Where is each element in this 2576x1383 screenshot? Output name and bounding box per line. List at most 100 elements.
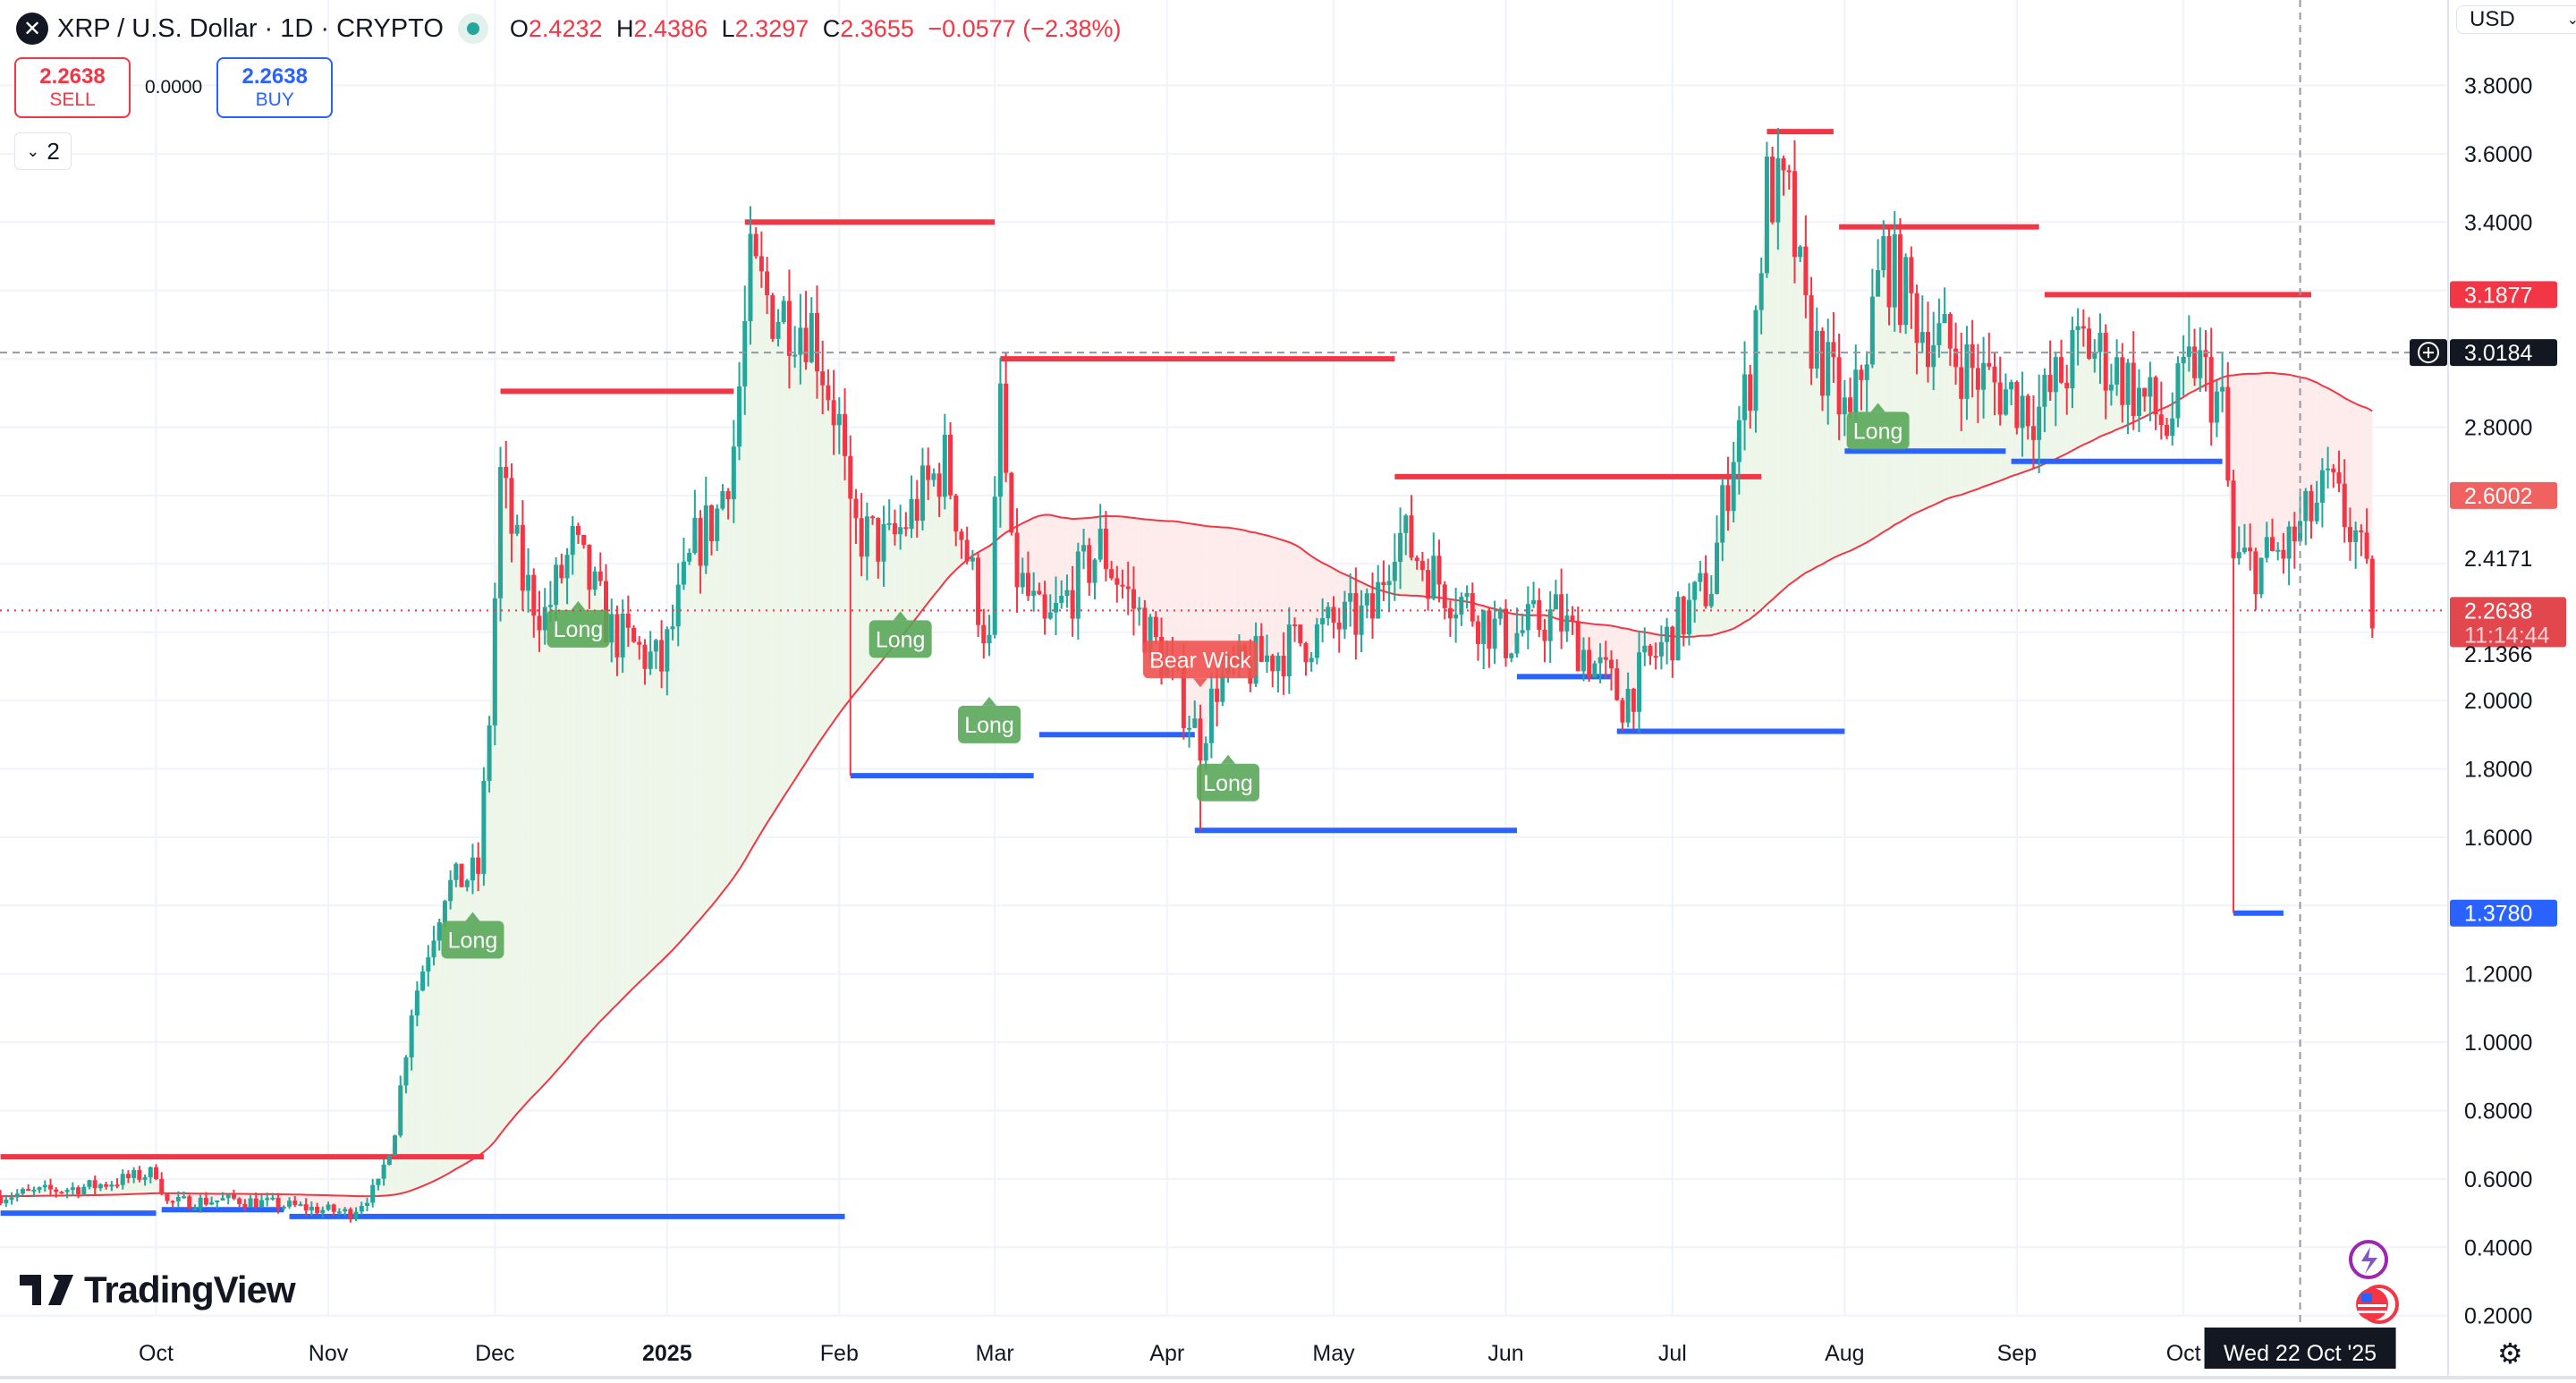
long-signal[interactable]: Long: [958, 696, 1021, 743]
time-axis[interactable]: Oct Nov Dec 2025 Feb Mar Apr May Jun Jul Aug Sep Oct…: [0, 1328, 2576, 1379]
candle-body: [2158, 414, 2164, 425]
settings-gear-icon[interactable]: ⚙: [2497, 1337, 2523, 1370]
candle-body: [470, 857, 475, 881]
candle: [1097, 504, 1103, 563]
candle-body: [137, 1169, 142, 1180]
candle: [542, 588, 547, 645]
ma-fill-segment: [2011, 382, 2017, 477]
buy-button[interactable]: 2.2638 BUY: [216, 57, 334, 118]
us-flag-icon[interactable]: [2356, 1285, 2399, 1324]
candle-body: [648, 651, 653, 669]
long-signal[interactable]: Long: [1197, 754, 1260, 802]
candle-body: [1447, 607, 1453, 619]
candle: [1208, 672, 1214, 759]
candle-body: [559, 564, 564, 579]
candle-body: [2331, 468, 2336, 473]
ma-fill-segment: [417, 971, 423, 1189]
candle-body: [1070, 590, 1075, 619]
candle-body: [1192, 718, 1198, 728]
candle-body: [1292, 624, 1298, 627]
ma-fill-segment: [567, 525, 573, 1059]
indicators-toggle-button[interactable]: ⌄ 2: [14, 132, 72, 170]
candle-body: [1514, 632, 1520, 654]
candle: [1014, 508, 1020, 613]
bottom-icons[interactable]: [2349, 1240, 2399, 1324]
candle-body: [1431, 556, 1436, 599]
ma-fill-segment: [1889, 234, 1895, 530]
candle: [309, 1201, 314, 1217]
candle: [20, 1187, 25, 1197]
candle: [1881, 220, 1886, 278]
price-axis[interactable]: 3.8000 3.6000 3.4000 2.8000 2.0000 1.8000 1.60…: [2410, 0, 2566, 1378]
candle-body: [843, 413, 848, 456]
candle-body: [2047, 375, 2053, 393]
candle: [1309, 651, 1314, 672]
ma-fill-segment: [1045, 514, 1051, 619]
candle-body: [192, 1208, 198, 1210]
ma-fill-segment: [600, 581, 606, 1022]
symbol-title[interactable]: XRP / U.S. Dollar · 1D · CRYPTO: [57, 13, 444, 43]
long-signal[interactable]: Long: [547, 600, 610, 648]
candle: [298, 1201, 303, 1207]
candle: [1381, 560, 1386, 601]
candle: [1092, 558, 1097, 600]
sell-button[interactable]: 2.2638 SELL: [14, 57, 131, 118]
ma-fill-segment: [1228, 527, 1234, 665]
candle: [637, 636, 642, 660]
ma-fill-segment: [989, 496, 996, 635]
candle: [2030, 395, 2036, 469]
candle-body: [2225, 386, 2231, 481]
ma-fill-segment: [339, 1195, 345, 1212]
candle-body: [936, 473, 942, 497]
candle: [1953, 322, 1959, 386]
ma-fill-segment: [1050, 514, 1056, 613]
ma-fill-segment: [1150, 519, 1157, 638]
symbol-header[interactable]: ✕ XRP / U.S. Dollar · 1D · CRYPTO O2.423…: [16, 13, 1122, 45]
ma-fill-segment: [2289, 374, 2295, 542]
time-tick-label: Jul: [1658, 1341, 1687, 1366]
candle-body: [2131, 362, 2136, 416]
ma-fill-segment: [861, 516, 868, 686]
candle: [1715, 515, 1720, 595]
ma-fill-segment: [1284, 540, 1290, 677]
candle-body: [1869, 296, 1875, 365]
ma-fill-segment: [178, 1192, 184, 1197]
candle-body: [42, 1184, 47, 1188]
ma-fill-segment: [1111, 516, 1117, 585]
ma-fill-segment: [2189, 346, 2195, 394]
ma-fill-segment: [2255, 373, 2262, 595]
candle-body: [587, 545, 592, 590]
candle: [1487, 607, 1492, 668]
long-signal[interactable]: Long: [441, 912, 504, 959]
candle: [1281, 632, 1286, 695]
long-signal[interactable]: Long: [869, 611, 932, 658]
candle-body: [215, 1200, 220, 1203]
ma-fill-segment: [2089, 352, 2095, 443]
candle-body: [2353, 530, 2359, 542]
candle-body: [2080, 326, 2086, 329]
currency-select[interactable]: USD ⌄: [2456, 5, 2576, 34]
candle: [687, 548, 692, 565]
tradingview-logo[interactable]: TradingView: [20, 1268, 296, 1311]
bear-wick-signal[interactable]: Bear Wick: [1142, 641, 1258, 688]
lightning-alert-icon[interactable]: [2349, 1240, 2388, 1279]
candle-body: [1198, 718, 1203, 761]
candle-body: [687, 553, 692, 562]
candle-body: [1653, 656, 1658, 658]
ma-fill-segment: [839, 413, 845, 714]
candle-body: [2042, 375, 2047, 407]
ma-fill-segment: [511, 524, 518, 1121]
price-label-background: [2450, 597, 2566, 648]
long-signal[interactable]: Long: [1846, 403, 1910, 450]
candle-body: [1481, 610, 1487, 644]
candle-body: [826, 385, 831, 401]
candle: [1398, 507, 1403, 590]
candle: [1009, 471, 1014, 536]
time-tick-label: Mar: [976, 1341, 1014, 1366]
candle: [2214, 380, 2219, 437]
close-value: 2.3655: [840, 14, 914, 42]
signals[interactable]: Long Long Long Long Bear Wick Long Long: [441, 403, 1910, 959]
candle: [1042, 581, 1047, 635]
candle-body: [420, 971, 426, 991]
